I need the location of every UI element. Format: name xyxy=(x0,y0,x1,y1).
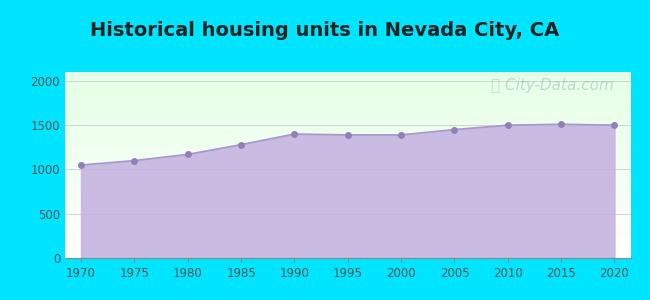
Point xyxy=(609,123,619,128)
Point xyxy=(289,132,300,136)
Text: Historical housing units in Nevada City, CA: Historical housing units in Nevada City,… xyxy=(90,21,560,40)
Point xyxy=(129,158,140,163)
Point xyxy=(236,142,246,147)
Point xyxy=(449,127,460,132)
Point xyxy=(396,133,406,137)
Text: ⓘ City-Data.com: ⓘ City-Data.com xyxy=(491,78,614,93)
Point xyxy=(343,133,353,137)
Point xyxy=(502,123,513,128)
Point xyxy=(556,122,566,127)
Point xyxy=(76,163,86,167)
Point xyxy=(183,152,193,157)
